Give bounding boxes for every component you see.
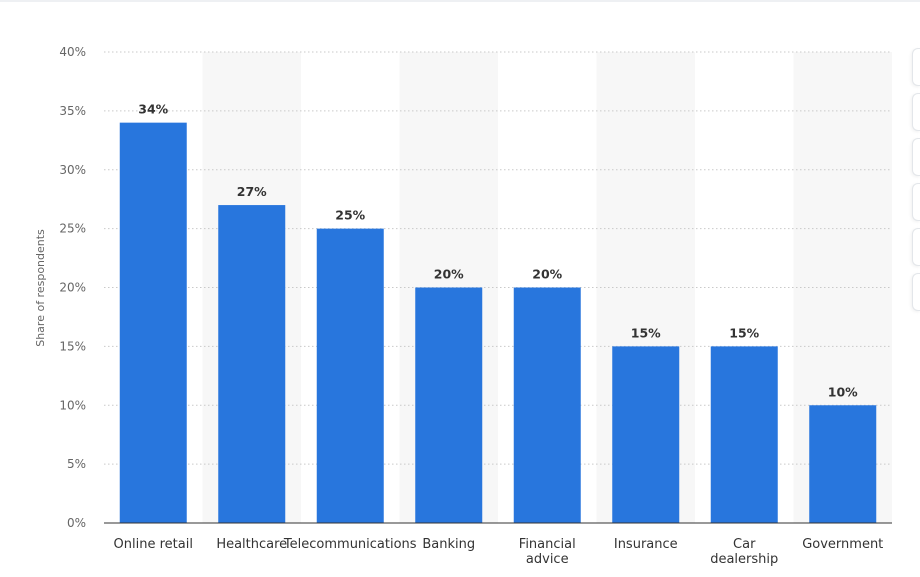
- data-label: 20%: [434, 267, 464, 282]
- x-tick-label: Online retail: [114, 537, 193, 552]
- x-axis-labels: Online retail HealthcareTelecommunication…: [114, 537, 884, 567]
- toolbar-tab[interactable]: [912, 183, 920, 221]
- toolbar-tab[interactable]: [912, 48, 920, 86]
- y-tick-label: 15%: [59, 339, 86, 353]
- data-label: 20%: [532, 267, 562, 282]
- x-tick-label: Financial: [519, 537, 576, 552]
- toolbar-tab[interactable]: [912, 138, 920, 176]
- y-tick-label: 5%: [67, 457, 86, 471]
- x-tick-label: advice: [526, 552, 569, 567]
- data-labels: 34% 27% 25% 20% 20% 15% 15% 10%: [138, 102, 858, 400]
- data-label: 27%: [237, 184, 267, 199]
- y-tick-label: 35%: [59, 104, 86, 118]
- bar[interactable]: [513, 287, 581, 524]
- x-tick-label: Government: [802, 537, 883, 552]
- y-tick-label: 25%: [59, 222, 86, 236]
- x-tick-label: Healthcare: [216, 537, 287, 552]
- data-label: 34%: [138, 102, 168, 117]
- data-label: 25%: [335, 208, 365, 223]
- bar[interactable]: [612, 346, 680, 523]
- bar[interactable]: [218, 205, 286, 523]
- y-tick-label: 20%: [59, 281, 86, 295]
- bar[interactable]: [710, 346, 778, 523]
- data-label: 15%: [631, 325, 661, 340]
- y-axis-ticks: 0% 5% 10% 15% 20% 25% 30% 35% 40%: [59, 45, 86, 530]
- x-tick-label: dealership: [710, 552, 778, 567]
- data-label: 15%: [729, 325, 759, 340]
- bar[interactable]: [119, 122, 187, 524]
- data-label: 10%: [828, 384, 858, 399]
- y-axis-title: Share of respondents: [34, 229, 47, 347]
- top-border: [0, 0, 920, 2]
- bar[interactable]: [809, 405, 877, 523]
- toolbar-tab[interactable]: [912, 228, 920, 266]
- x-tick-label: Car: [733, 537, 756, 552]
- y-tick-label: 30%: [59, 163, 86, 177]
- toolbar-tab[interactable]: [912, 273, 920, 311]
- bar[interactable]: [316, 228, 384, 523]
- y-tick-label: 40%: [59, 45, 86, 59]
- x-tick-label: Banking: [422, 537, 475, 552]
- y-tick-label: 10%: [59, 398, 86, 412]
- x-tick-label: Telecommunications: [283, 537, 417, 552]
- y-tick-label: 0%: [67, 516, 86, 530]
- toolbar-tab[interactable]: [912, 93, 920, 131]
- x-tick-label: Insurance: [614, 537, 678, 552]
- bars: [119, 122, 877, 524]
- side-toolbar: [912, 48, 920, 320]
- bar[interactable]: [415, 287, 483, 524]
